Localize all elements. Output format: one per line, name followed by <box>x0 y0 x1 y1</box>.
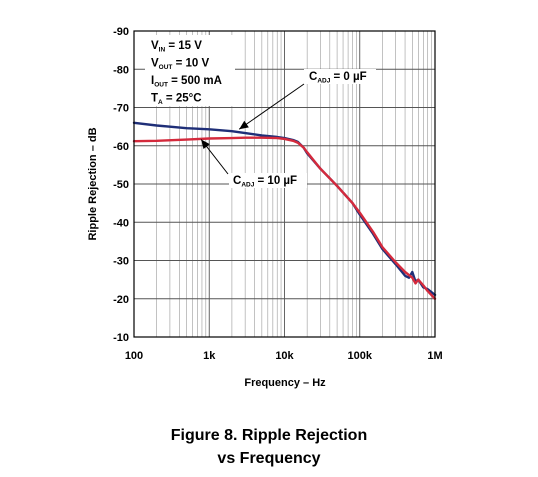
figure-caption-line1: Figure 8. Ripple Rejection <box>170 427 368 444</box>
series-layer <box>132 121 437 300</box>
conditions-text: VIN = 15 V VOUT = 10 V IOUT = 500 mA TA = 2… <box>151 40 222 106</box>
x-axis-label: Frequency – Hz <box>244 377 326 389</box>
y-tick-label: -90 <box>113 26 129 38</box>
condition-line: TA = 25°C <box>151 93 202 107</box>
series-label-cadj-0uf: CADJ = 0 µF <box>309 71 367 85</box>
x-tick-label: 100 <box>125 350 143 362</box>
x-tick-label: 1M <box>427 350 442 362</box>
x-tick-label: 100k <box>348 350 373 362</box>
series-label-cadj-10uf: CADJ = 10 µF <box>233 175 297 189</box>
arrow-cadj-0uf <box>238 83 305 130</box>
condition-line: VIN = 15 V <box>151 40 202 54</box>
arrow-cadj-10uf <box>200 139 229 175</box>
condition-line: IOUT = 500 mA <box>151 75 222 89</box>
y-tick-label: -40 <box>113 217 129 229</box>
plot-frame <box>133 30 436 338</box>
y-tick-label: -20 <box>113 294 129 306</box>
y-tick-label: -10 <box>113 332 129 344</box>
y-tick-label: -60 <box>113 141 129 153</box>
tick-labels: 100 1k 10k 100k 1M -90 -80 -70 -60 -50 -40 -30 -20 -1… <box>113 26 443 362</box>
y-axis-label: Ripple Rejection – dB <box>87 127 99 240</box>
series-label-box <box>304 69 376 84</box>
y-tick-label: -70 <box>113 103 129 115</box>
conditions-box <box>145 35 235 106</box>
y-tick-label: -50 <box>113 179 129 191</box>
series-label-box <box>229 173 307 188</box>
condition-line: VOUT = 10 V <box>151 58 209 72</box>
series-line-cadj-10uf <box>132 136 437 300</box>
x-tick-label: 10k <box>275 350 294 362</box>
series-annotations: CADJ = 0 µF CADJ = 10 µF <box>200 69 376 189</box>
y-tick-label: -80 <box>113 64 129 76</box>
figure-caption-line2: vs Frequency <box>217 450 321 467</box>
y-tick-label: -30 <box>113 256 129 268</box>
x-tick-label: 1k <box>203 350 216 362</box>
